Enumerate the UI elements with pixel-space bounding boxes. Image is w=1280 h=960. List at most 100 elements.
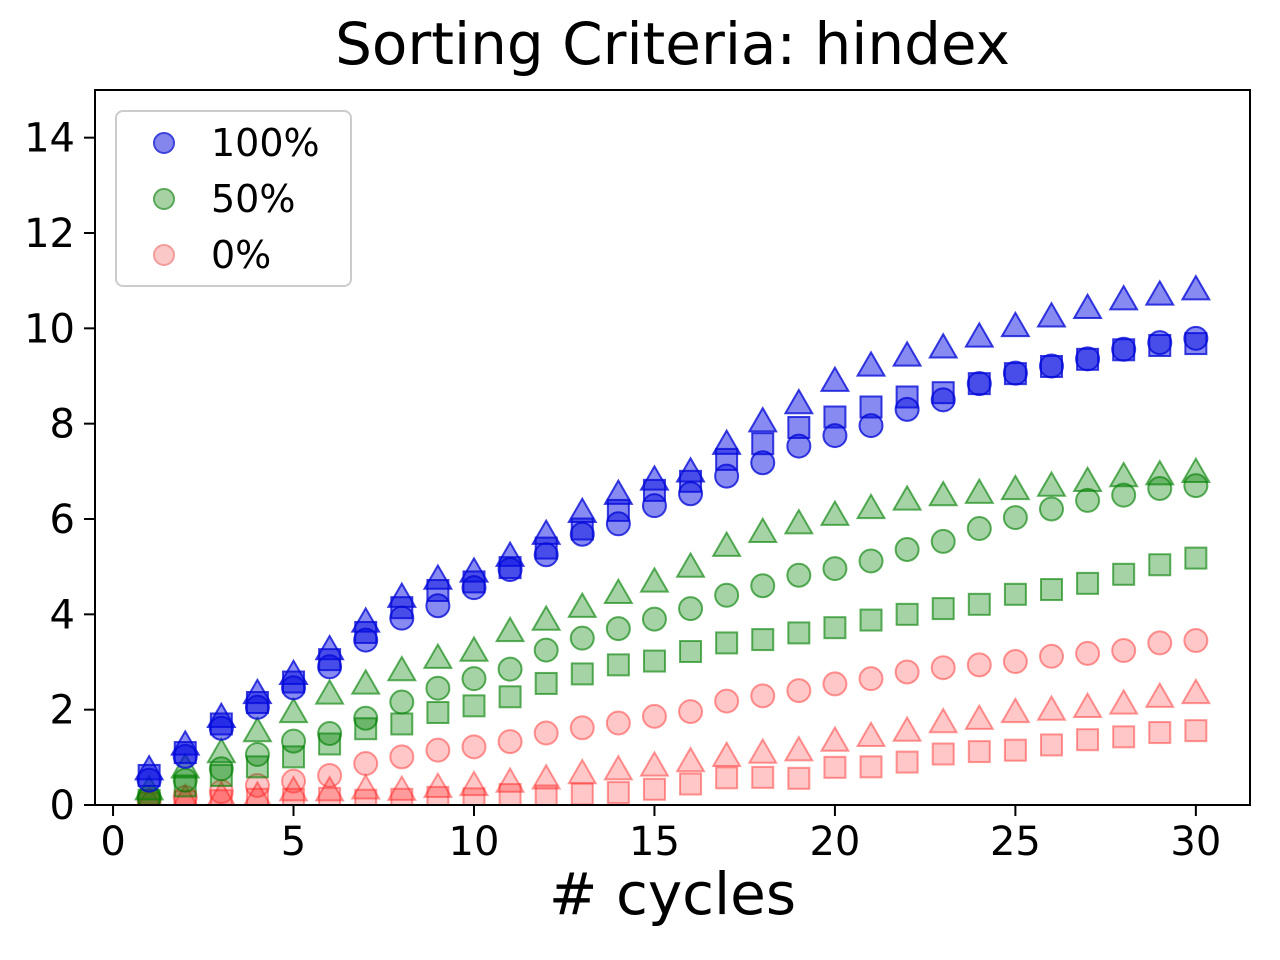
data-point <box>679 772 703 796</box>
data-point <box>928 706 959 734</box>
data-point <box>783 508 814 535</box>
data-point <box>858 548 884 574</box>
data-point <box>751 765 775 789</box>
data-point <box>422 771 454 799</box>
data-point <box>678 481 704 507</box>
y-tick-label: 2 <box>50 688 75 734</box>
legend-entry-0: 0% <box>117 230 350 280</box>
data-point <box>534 784 558 805</box>
data-point <box>714 688 740 714</box>
data-point <box>354 620 378 644</box>
data-point <box>606 781 630 805</box>
axes-spines <box>94 89 1251 806</box>
data-point <box>1180 274 1211 301</box>
data-point <box>314 634 345 661</box>
data-point <box>1111 482 1137 508</box>
data-point <box>931 381 955 405</box>
data-point <box>930 528 956 554</box>
legend-label: 100% <box>211 121 320 165</box>
data-point <box>1002 360 1028 386</box>
data-point <box>137 784 161 805</box>
data-point <box>750 683 776 709</box>
data-point <box>783 735 814 762</box>
data-point <box>819 365 851 392</box>
data-point <box>1111 638 1137 664</box>
data-point <box>353 627 379 653</box>
data-point <box>244 772 270 798</box>
data-point <box>533 637 559 663</box>
y-tick-label: 10 <box>24 306 75 352</box>
legend-label: 50% <box>211 177 296 221</box>
data-point <box>531 604 562 631</box>
data-point <box>244 694 270 720</box>
data-point <box>1147 630 1173 656</box>
data-point <box>855 492 887 520</box>
data-point <box>751 432 775 456</box>
data-point <box>966 652 992 678</box>
data-point <box>390 787 414 805</box>
data-point <box>531 763 562 790</box>
data-point <box>891 484 923 511</box>
data-point <box>605 511 631 537</box>
data-point <box>1002 505 1028 531</box>
data-point <box>422 642 454 669</box>
data-point <box>1184 719 1208 743</box>
data-point <box>715 631 739 655</box>
data-point <box>317 762 343 788</box>
data-point <box>1036 301 1067 328</box>
data-point <box>967 592 991 616</box>
data-point <box>425 737 451 763</box>
data-point <box>1000 310 1031 338</box>
data-point <box>497 729 523 755</box>
legend-entry-100: 100% <box>117 118 350 168</box>
legend-circle-icon <box>153 132 175 154</box>
y-tick-label: 4 <box>50 592 75 638</box>
data-point <box>928 480 959 507</box>
data-point <box>639 566 670 593</box>
data-point <box>314 678 345 705</box>
data-point <box>894 537 920 563</box>
data-point <box>1038 353 1064 379</box>
data-point <box>569 625 595 651</box>
data-point <box>136 767 162 793</box>
data-point <box>823 616 847 640</box>
data-point <box>1075 346 1101 372</box>
data-point <box>786 562 812 588</box>
data-point <box>641 703 667 729</box>
data-point <box>1036 470 1067 497</box>
data-point <box>317 721 343 746</box>
data-point <box>1075 640 1101 666</box>
data-point <box>819 725 851 752</box>
x-tick-label: 15 <box>629 819 680 865</box>
data-point <box>1039 733 1063 757</box>
data-point <box>317 654 343 680</box>
data-point <box>822 671 848 697</box>
data-point <box>931 742 955 766</box>
data-point <box>859 755 883 779</box>
data-point <box>278 775 309 802</box>
data-point <box>823 405 847 429</box>
data-point <box>823 755 847 779</box>
data-point <box>1148 721 1172 745</box>
data-point <box>751 628 775 652</box>
data-point <box>786 678 812 704</box>
data-point <box>350 668 381 695</box>
data-point <box>567 757 598 785</box>
data-point <box>425 593 451 619</box>
data-point <box>426 785 450 805</box>
data-point <box>966 516 992 542</box>
data-point <box>389 744 415 770</box>
data-point <box>855 350 887 377</box>
data-point <box>1072 691 1103 718</box>
data-point <box>1144 279 1175 306</box>
data-point <box>389 689 415 715</box>
data-point <box>859 608 883 632</box>
data-point <box>603 478 634 505</box>
data-point <box>787 766 811 790</box>
data-point <box>678 699 704 725</box>
data-point <box>1038 643 1064 669</box>
data-point <box>461 734 487 760</box>
data-point <box>714 463 740 489</box>
data-point <box>679 640 703 664</box>
x-axis-label: # cycles <box>548 860 797 928</box>
